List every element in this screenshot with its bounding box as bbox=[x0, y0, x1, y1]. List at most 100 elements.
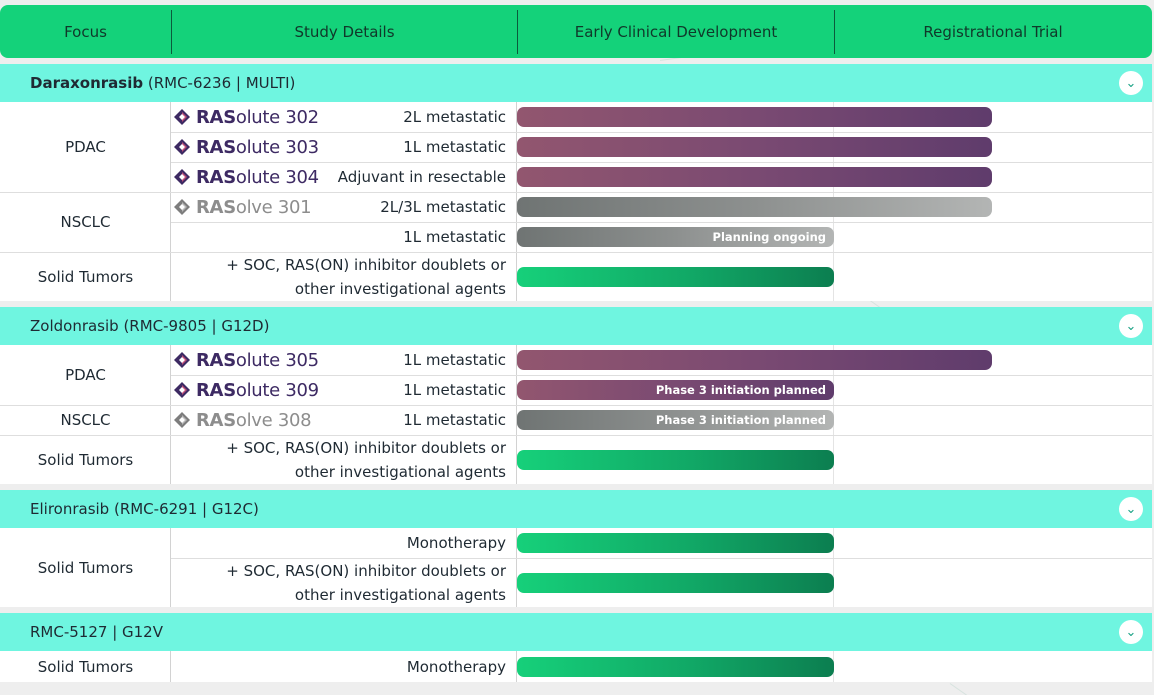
row-divider bbox=[171, 162, 1152, 163]
trial-logo: RAS olute 303 bbox=[174, 132, 319, 162]
study-detail: + SOC, RAS(ON) inhibitor doublets or othe… bbox=[226, 256, 506, 298]
header-early-clinical: Early Clinical Development bbox=[517, 9, 834, 54]
study-detail: 1L metastatic bbox=[403, 351, 506, 369]
trial-logo-prefix: RAS bbox=[196, 106, 236, 128]
section-title: RMC-5127 | G12V bbox=[30, 623, 163, 641]
study-detail: Monotherapy bbox=[406, 657, 506, 676]
row-divider bbox=[171, 375, 1152, 376]
section-title-bold: Daraxonrasib bbox=[30, 74, 144, 92]
column-divider bbox=[516, 345, 517, 484]
chevron-down-icon[interactable]: ⌄ bbox=[1119, 497, 1143, 521]
progress-bar bbox=[517, 167, 992, 187]
bar-label: Phase 3 initiation planned bbox=[655, 383, 826, 397]
trial-logo-name: olute 309 bbox=[235, 379, 319, 401]
progress-bar bbox=[517, 572, 834, 593]
trial-logo-prefix: RAS bbox=[196, 409, 236, 431]
trial-logo: RAS olute 304 bbox=[174, 162, 319, 192]
progress-bar bbox=[517, 107, 992, 127]
column-divider bbox=[170, 345, 171, 484]
focus-label: Solid Tumors bbox=[37, 450, 134, 469]
focus-label: Solid Tumors bbox=[37, 657, 134, 676]
focus-label: NSCLC bbox=[60, 213, 111, 231]
trial-logo-prefix: RAS bbox=[196, 166, 236, 188]
trial-logo-name: olve 308 bbox=[235, 409, 312, 431]
row-divider bbox=[171, 132, 1152, 133]
chevron-down-icon[interactable]: ⌄ bbox=[1119, 314, 1143, 338]
focus-label: NSCLC bbox=[60, 411, 111, 429]
diamond-logo-icon bbox=[174, 352, 190, 368]
trial-logo: RAS olute 302 bbox=[174, 102, 319, 132]
progress-bar: Phase 3 initiation planned bbox=[517, 410, 834, 430]
trial-logo-prefix: RAS bbox=[196, 196, 236, 218]
progress-bar bbox=[517, 350, 992, 370]
section-elironrasib[interactable]: Elironrasib (RMC-6291 | G12C) ⌄ bbox=[0, 490, 1152, 528]
study-detail: + SOC, RAS(ON) inhibitor doublets or othe… bbox=[226, 439, 506, 481]
study-detail: Monotherapy bbox=[406, 534, 506, 552]
progress-bar bbox=[517, 266, 834, 287]
chevron-down-icon[interactable]: ⌄ bbox=[1119, 71, 1143, 95]
diamond-logo-icon bbox=[174, 412, 190, 428]
focus-label: PDAC bbox=[65, 366, 106, 384]
progress-bar bbox=[517, 137, 992, 157]
trial-logo-prefix: RAS bbox=[196, 349, 236, 371]
header-study-details: Study Details bbox=[171, 9, 517, 54]
study-detail: 2L metastatic bbox=[403, 108, 506, 126]
section-title: (RMC-6236 | MULTI) bbox=[143, 74, 296, 92]
trial-logo-name: olute 303 bbox=[235, 136, 319, 158]
column-divider bbox=[516, 102, 517, 301]
study-detail: 2L/3L metastatic bbox=[380, 198, 506, 216]
row-divider bbox=[171, 558, 1152, 559]
trial-logo-name: olve 301 bbox=[235, 196, 312, 218]
column-divider bbox=[516, 651, 517, 682]
study-detail: 1L metastatic bbox=[403, 381, 506, 399]
trial-logo: RAS olve 308 bbox=[174, 405, 312, 435]
section-daraxonrasib[interactable]: Daraxonrasib (RMC-6236 | MULTI) ⌄ bbox=[0, 64, 1152, 102]
trial-logo: RAS olve 301 bbox=[174, 192, 312, 222]
trial-logo-prefix: RAS bbox=[196, 136, 236, 158]
focus-label: PDAC bbox=[65, 138, 106, 156]
progress-bar: Phase 3 initiation planned bbox=[517, 380, 834, 400]
row-divider bbox=[0, 192, 1152, 193]
column-divider bbox=[170, 651, 171, 682]
diamond-logo-icon bbox=[174, 169, 190, 185]
column-divider bbox=[170, 102, 171, 301]
trial-logo: RAS olute 309 bbox=[174, 375, 319, 405]
row-divider bbox=[171, 222, 1152, 223]
diamond-logo-icon bbox=[174, 139, 190, 155]
column-divider bbox=[833, 528, 834, 607]
progress-bar: Planning ongoing bbox=[517, 227, 834, 247]
row-divider bbox=[0, 405, 1152, 406]
focus-label: Solid Tumors bbox=[37, 267, 134, 286]
row-divider bbox=[0, 435, 1152, 436]
section-title: Zoldonrasib (RMC-9805 | G12D) bbox=[30, 317, 270, 335]
progress-bar bbox=[517, 197, 992, 217]
progress-bar bbox=[517, 656, 834, 677]
section-title: Elironrasib (RMC-6291 | G12C) bbox=[30, 500, 259, 518]
diamond-logo-icon bbox=[174, 199, 190, 215]
row-divider bbox=[0, 252, 1152, 253]
trial-logo-prefix: RAS bbox=[196, 379, 236, 401]
table-header: Focus Study Details Early Clinical Devel… bbox=[0, 5, 1152, 58]
section-zoldonrasib[interactable]: Zoldonrasib (RMC-9805 | G12D) ⌄ bbox=[0, 307, 1152, 345]
chevron-down-icon[interactable]: ⌄ bbox=[1119, 620, 1143, 644]
study-detail: Adjuvant in resectable bbox=[337, 168, 506, 186]
column-divider bbox=[170, 528, 171, 607]
trial-logo: RAS olute 305 bbox=[174, 345, 319, 375]
study-detail: 1L metastatic bbox=[403, 228, 506, 246]
diamond-logo-icon bbox=[174, 109, 190, 125]
header-registrational: Registrational Trial bbox=[834, 9, 1151, 54]
diamond-logo-icon bbox=[174, 382, 190, 398]
section-rmc-5127[interactable]: RMC-5127 | G12V ⌄ bbox=[0, 613, 1152, 651]
trial-logo-name: olute 305 bbox=[235, 349, 319, 371]
progress-bar bbox=[517, 533, 834, 553]
header-focus: Focus bbox=[64, 22, 107, 41]
column-divider bbox=[516, 528, 517, 607]
focus-label: Solid Tumors bbox=[37, 558, 134, 577]
bar-label: Phase 3 initiation planned bbox=[655, 413, 826, 427]
study-detail: + SOC, RAS(ON) inhibitor doublets or othe… bbox=[226, 562, 506, 604]
trial-logo-name: olute 302 bbox=[235, 106, 319, 128]
bar-label: Planning ongoing bbox=[712, 230, 826, 244]
study-detail: 1L metastatic bbox=[403, 411, 506, 429]
progress-bar bbox=[517, 449, 834, 470]
trial-logo-name: olute 304 bbox=[235, 166, 319, 188]
